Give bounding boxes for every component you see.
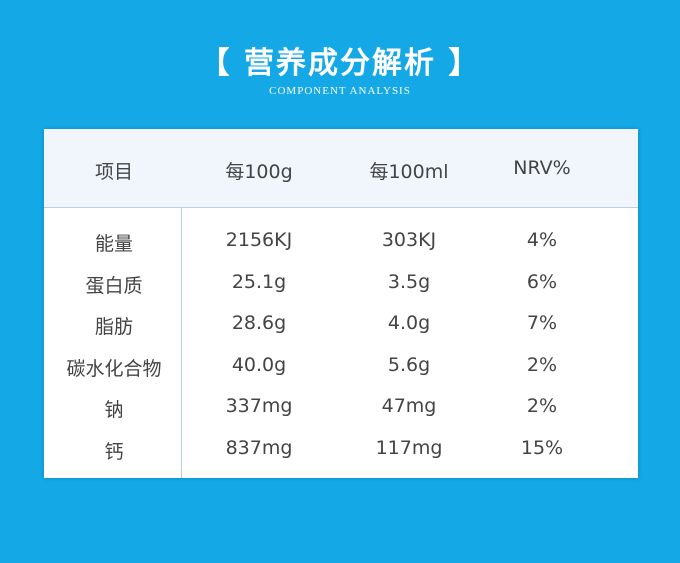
table-cell: 2% [526, 395, 558, 417]
table-cell: 6% [526, 270, 558, 293]
table-cell: 4% [526, 229, 558, 251]
table-cell: 3.5g [387, 270, 431, 293]
table-cell: 7% [526, 312, 558, 334]
table-cell: 5.6g [387, 353, 431, 376]
table-cell: 脂肪 [94, 316, 133, 338]
table-header [44, 129, 638, 208]
title: 【 营养成分解析 】 [199, 46, 481, 81]
table-cell: 钠 [104, 399, 124, 421]
nutrition-table: 项目 每100g 每100ml NRV% 能量 2156KJ 303KJ 4% 蛋白质 25.1g… [44, 129, 638, 478]
table-cell: 蛋白质 [85, 274, 143, 297]
table-cell: 40.0g [231, 353, 287, 376]
subtitle: COMPONENT ANALYSIS [269, 85, 411, 97]
table-cell: 28.6g [231, 312, 287, 334]
table-cell: 25.1g [231, 270, 287, 293]
column-header: NRV% [513, 157, 571, 179]
table-cell: 303KJ [381, 229, 437, 251]
column-divider [181, 208, 182, 478]
column-header: 每100ml [369, 161, 449, 183]
table-cell: 4.0g [387, 312, 431, 334]
table-cell: 47mg [381, 395, 437, 417]
table-cell: 能量 [94, 233, 133, 255]
column-header: 项目 [94, 161, 133, 183]
table-cell: 15% [520, 436, 564, 459]
table-cell: 337mg [225, 395, 293, 417]
table-cell: 碳水化合物 [66, 357, 162, 380]
table-cell: 2156KJ [225, 229, 293, 251]
column-header: 每100g [225, 161, 293, 183]
table-cell: 117mg [375, 436, 443, 459]
table-cell: 837mg [225, 436, 293, 459]
table-cell: 2% [526, 353, 558, 376]
table-cell: 钙 [104, 440, 124, 463]
